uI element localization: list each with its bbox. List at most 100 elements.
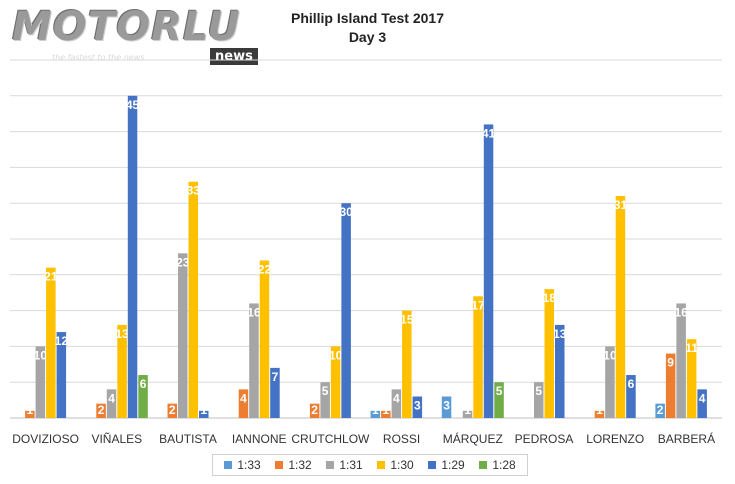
- legend-swatch: [275, 461, 284, 469]
- data-label: 16: [247, 305, 261, 319]
- bar: [188, 181, 198, 418]
- bar: [655, 403, 665, 418]
- legend-swatch: [326, 461, 335, 469]
- data-label: 0: [158, 403, 165, 417]
- bar: [320, 382, 330, 418]
- bar: [626, 375, 636, 418]
- data-label: 1: [200, 403, 207, 417]
- bar: [494, 382, 504, 418]
- data-label: 30: [339, 205, 353, 219]
- legend-swatch: [224, 461, 233, 469]
- x-tick-label: BAUTISTA: [159, 432, 217, 446]
- bar: [46, 267, 56, 418]
- x-tick-label: LORENZO: [586, 432, 644, 446]
- data-label: 33: [187, 184, 201, 198]
- legend-item: 1:33: [224, 458, 261, 472]
- legend-label: 1:29: [441, 458, 465, 472]
- legend-label: 1:28: [492, 458, 516, 472]
- bar: [402, 310, 412, 418]
- data-label: 0: [586, 403, 593, 417]
- data-label: 23: [176, 255, 190, 269]
- data-label: 6: [140, 377, 147, 391]
- data-label: 10: [603, 348, 617, 362]
- x-tick-label: BARBERÁ: [658, 431, 715, 446]
- data-label: 2: [311, 403, 318, 417]
- data-label: 3: [443, 399, 450, 413]
- data-label: 6: [628, 377, 635, 391]
- data-label: 10: [34, 348, 48, 362]
- bar: [25, 410, 35, 418]
- bar: [665, 353, 676, 418]
- data-label: 22: [258, 262, 272, 276]
- legend-item: 1:31: [326, 458, 363, 472]
- bar: [676, 303, 686, 418]
- x-tick-label: IANNONE: [232, 432, 287, 446]
- bar: [381, 410, 391, 418]
- data-label: 0: [638, 403, 645, 417]
- data-label: 31: [614, 198, 628, 212]
- data-label: 41: [482, 126, 496, 140]
- bar: [412, 396, 423, 418]
- bar: [309, 403, 320, 418]
- bar: [686, 339, 697, 418]
- data-label: 0: [353, 403, 360, 417]
- bar: [259, 260, 270, 418]
- data-label: 18: [543, 291, 557, 305]
- data-label: 5: [496, 384, 503, 398]
- data-label: 13: [553, 327, 567, 341]
- data-label: 3: [414, 399, 421, 413]
- x-tick-label: CRUTCHLOW: [291, 432, 370, 446]
- bar: [238, 389, 249, 418]
- data-label: 15: [400, 313, 414, 327]
- data-label: 0: [301, 403, 308, 417]
- legend-swatch: [428, 461, 437, 469]
- data-label: 2: [169, 403, 176, 417]
- bar: [697, 389, 707, 418]
- bar: [391, 389, 402, 418]
- x-tick-label: DOVIZIOSO: [12, 432, 79, 446]
- bar: [534, 382, 544, 418]
- bar: [544, 289, 554, 418]
- data-label: 11: [685, 341, 698, 355]
- data-label: 5: [322, 384, 329, 398]
- data-label: 0: [69, 403, 76, 417]
- bar: [35, 346, 46, 418]
- bar: [106, 389, 117, 418]
- bar: [605, 346, 615, 418]
- data-label: 12: [55, 334, 69, 348]
- data-label: 7: [272, 370, 279, 384]
- bar: [473, 296, 483, 418]
- bar: [249, 303, 259, 418]
- data-label: 9: [667, 356, 674, 370]
- chart-legend: 1:33 1:32 1:31 1:30 1:29 1:28: [212, 454, 528, 476]
- data-label: 0: [454, 403, 461, 417]
- data-label: 17: [471, 298, 485, 312]
- data-label: 10: [329, 348, 343, 362]
- logo-tagline: the fastest to the news: [52, 53, 145, 62]
- bar: [341, 203, 351, 418]
- data-label: 4: [393, 391, 400, 405]
- data-label: 0: [87, 403, 94, 417]
- bar: [56, 332, 67, 418]
- legend-item: 1:32: [275, 458, 312, 472]
- data-label: 0: [425, 403, 432, 417]
- data-label: 21: [44, 270, 58, 284]
- bar: [138, 375, 148, 418]
- bar: [330, 346, 341, 418]
- data-label: 0: [525, 403, 532, 417]
- data-label: 1: [596, 403, 603, 417]
- data-label: 0: [230, 403, 237, 417]
- bar: [462, 410, 473, 418]
- data-label: 0: [282, 403, 289, 417]
- chart-title: Phillip Island Test 2017: [290, 10, 444, 26]
- bar: [178, 253, 188, 418]
- chart-subtitle: Day 3: [348, 29, 387, 45]
- data-label: 2: [657, 403, 664, 417]
- legend-item: 1:30: [377, 458, 414, 472]
- bar: [167, 403, 177, 418]
- data-label: 0: [514, 403, 521, 417]
- data-label: 0: [709, 403, 716, 417]
- legend-label: 1:31: [339, 458, 363, 472]
